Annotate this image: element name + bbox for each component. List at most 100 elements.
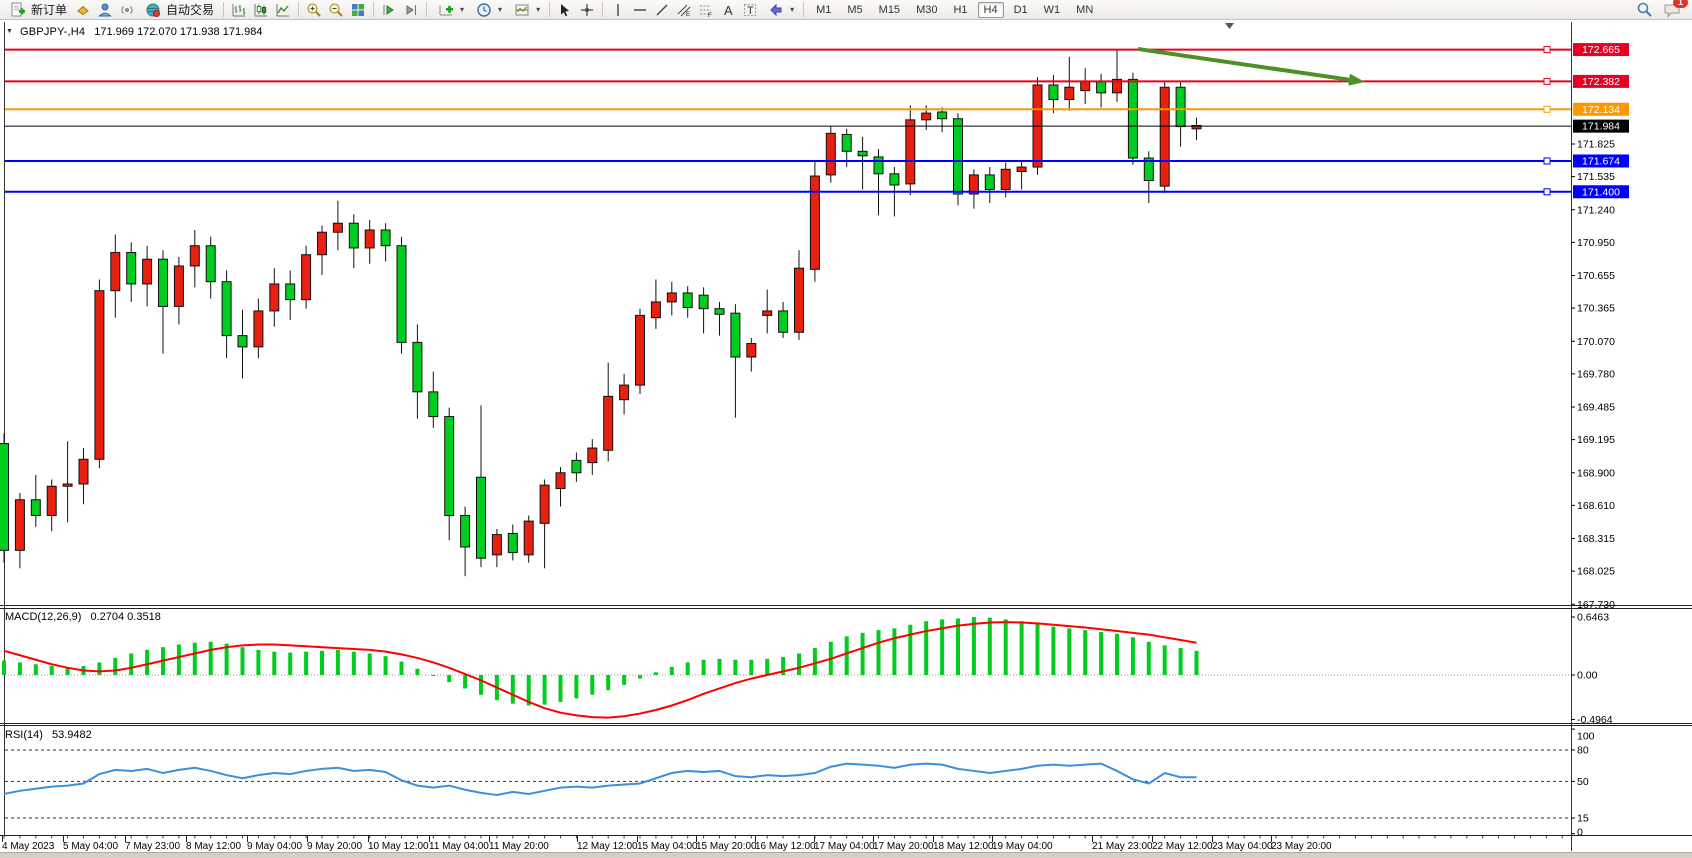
vline-icon[interactable] [608,1,628,19]
timeframe-m5-button[interactable]: M5 [847,3,863,16]
label-icon[interactable]: T [740,1,760,19]
macd-histogram-bar [765,658,770,675]
templates-caret: ▾ [536,5,541,14]
timeframe-mn-button[interactable]: MN [1076,3,1094,16]
macd-histogram-bar [33,664,38,675]
chart-symbol-period: GBPJPY-,H4 [20,26,86,38]
timeframe-h1-button[interactable]: H1 [953,3,968,16]
level-line-handle[interactable] [1543,157,1551,165]
price-tick-label: 171.535 [1577,171,1615,183]
macd-histogram-bar [1099,631,1104,675]
level-line-handle[interactable] [1543,105,1551,113]
candle-body [650,301,661,319]
cursor-icon[interactable] [555,1,575,19]
macd-histogram-bar [606,675,611,691]
candle-body [953,118,963,195]
tile-windows-icon[interactable] [348,1,368,19]
crosshair-icon[interactable] [577,1,597,19]
timeframe-m15-button[interactable]: M15 [878,3,901,16]
macd-histogram-bar [733,659,738,675]
macd-histogram-bar [129,653,134,675]
indicators-button[interactable]: ▾ [432,1,468,19]
macd-histogram-bar [1035,623,1040,675]
candle-chart-icon[interactable] [251,1,271,19]
macd-histogram-bar [797,653,801,675]
chat-button[interactable]: 1 [1662,0,1688,19]
macd-histogram-bar [987,617,992,675]
signal-icon[interactable] [117,1,137,19]
candle-body [237,335,248,348]
new-order-label: 新订单 [31,3,68,17]
periods-button[interactable]: ▾ [470,1,506,19]
channel-icon[interactable]: E [674,1,694,19]
time-axis-label: 17 May 04:00 [814,841,875,852]
chart-ohlc-values: 171.969 172.070 171.938 171.984 [94,26,263,38]
symbol-dropdown-icon[interactable]: ▼ [6,28,13,35]
time-axis-label: 4 May 2023 [2,841,55,852]
timeframe-h4-button[interactable]: H4 [977,1,1004,18]
candle-body [889,173,900,186]
level-line-handle[interactable] [1543,77,1551,85]
timeframe-d1-button[interactable]: D1 [1013,3,1028,16]
candle-body [984,174,995,191]
macd-histogram-bar [2,660,6,675]
macd-histogram-bar [320,650,324,675]
macd-histogram-bar [558,675,563,702]
toolbar-separator [373,2,375,17]
gold-icon[interactable] [73,1,93,19]
candle-body [666,292,677,303]
zoom-in-icon[interactable] [304,1,324,19]
macd-histogram-bar [749,659,754,675]
macd-histogram-bar [1003,619,1008,675]
macd-histogram-bar [971,617,976,675]
chart-shift-icon[interactable] [401,1,421,19]
search-icon[interactable] [1634,1,1654,19]
time-axis-label: 18 May 12:00 [933,841,994,852]
level-line-handle[interactable] [1543,46,1551,54]
price-badge-label: 171.400 [1582,186,1620,198]
text-icon[interactable]: A [718,1,738,19]
macd-histogram-bar [940,619,945,675]
level-line-handle[interactable] [1543,188,1551,196]
hline-icon[interactable] [630,1,650,19]
trend-arrow-line[interactable] [1137,47,1350,82]
templates-button[interactable]: ▾ [508,1,544,19]
candle-body [380,229,391,247]
auto-trading-button[interactable]: 自动交易 [139,1,218,19]
fibonacci-icon[interactable]: F [696,1,716,19]
chart-canvas[interactable]: 171.825 171.535 171.240 170.950 170.655 170.3… [0,20,1692,858]
candle-body [301,254,312,301]
macd-histogram-bar [399,661,404,675]
new-order-button[interactable]: 新订单 [4,1,71,19]
chart-area: 171.825 171.535 171.240 170.950 170.655 170.3… [0,20,1692,852]
line-chart-icon[interactable] [273,1,293,19]
zoom-out-icon[interactable] [326,1,346,19]
candle-body [1159,86,1170,187]
trend-arrow-head[interactable] [1348,73,1365,86]
timeframe-m1-button[interactable]: M1 [816,3,832,16]
candle-body [571,459,582,474]
candle-body [1127,78,1138,159]
time-axis-label: 5 May 04:00 [63,841,118,852]
candle-body [809,175,820,270]
community-icon[interactable] [95,1,115,19]
candle-body [205,245,216,283]
timeframe-toolbar: M1 M5 M15 M30 H1 H4 D1 W1 MN [809,1,1100,18]
chart-shift-marker[interactable] [1225,23,1234,29]
trendline-icon[interactable] [652,1,672,19]
timeframe-m30-button[interactable]: M30 [916,3,938,16]
shapes-button[interactable]: ▾ [762,1,798,19]
bar-chart-icon[interactable] [229,1,249,19]
time-axis-label: 23 May 20:00 [1271,841,1332,852]
macd-histogram-bar [892,628,897,675]
time-axis-label: 11 May 04:00 [429,841,489,852]
timeframe-w1-button[interactable]: W1 [1043,3,1061,16]
candle-body [317,231,327,256]
candle-body [221,281,232,337]
candle-body [587,447,598,464]
current-price-badge [1573,119,1629,133]
auto-scroll-icon[interactable] [379,1,399,19]
candle-body [1191,124,1202,130]
time-axis-label: 15 May 20:00 [696,841,757,852]
candle-body [142,258,153,285]
